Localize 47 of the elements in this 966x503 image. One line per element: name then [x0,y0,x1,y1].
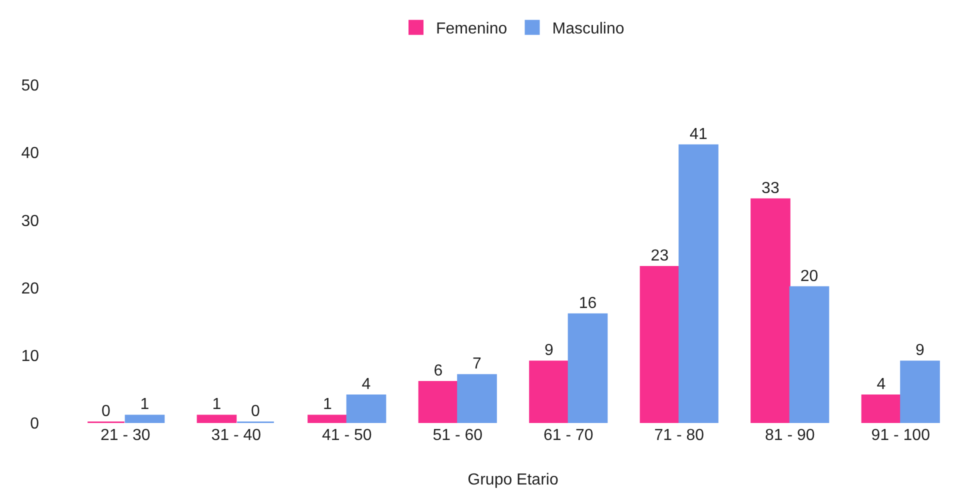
data-label: 20 [800,268,818,285]
data-label: 6 [434,362,443,380]
data-label: 23 [650,248,669,265]
x-tick-label: 61 - 70 [543,427,594,444]
bar [568,313,608,423]
bar [789,286,830,423]
y-tick-label: 40 [21,145,40,162]
x-tick-label: 91 - 100 [871,427,930,444]
data-label: 33 [762,180,780,197]
bar [678,144,718,423]
x-tick-label: 81 - 90 [764,427,815,444]
bar [457,374,497,423]
bar [418,380,458,423]
data-label: 41 [690,126,708,143]
data-label: 1 [322,396,332,414]
bar [124,414,165,423]
bar [750,198,790,423]
data-label: 9 [544,342,554,360]
legend-label: Femenino [436,20,508,38]
y-tick-label: 0 [30,416,40,433]
bar [308,414,348,423]
x-tick-label: 21 - 30 [100,427,150,444]
x-tick-label: 41 - 50 [322,427,372,444]
data-label: 4 [876,376,886,393]
bar [529,360,569,423]
data-label: 9 [916,342,925,360]
bar [196,414,237,423]
x-tick-label: 31 - 40 [211,427,262,444]
y-tick-label: 30 [21,212,40,230]
data-label: 0 [251,403,260,420]
data-label: 4 [362,376,371,393]
y-tick-label: 50 [21,78,40,95]
y-tick-label: 20 [21,280,40,298]
data-label: 0 [101,403,110,420]
x-tick-label: 71 - 80 [654,427,704,444]
bar [346,394,386,423]
x-axis-title: Grupo Etario [468,472,558,489]
bar [900,360,940,423]
bar [640,266,680,423]
x-tick-label: 51 - 60 [432,427,483,444]
y-tick-label: 10 [21,348,40,365]
data-label: 7 [472,356,482,373]
legend-label: Masculino [552,20,624,38]
data-label: 1 [212,396,222,414]
data-label: 16 [578,294,597,312]
bar [861,394,902,423]
data-label: 1 [140,396,150,414]
